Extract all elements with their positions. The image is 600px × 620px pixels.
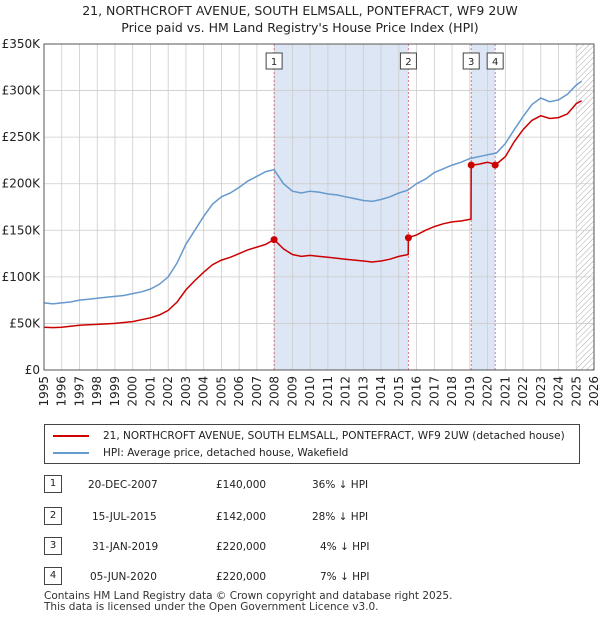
x-tick-label: 2008	[268, 376, 282, 407]
price-chart: 1 2 3 4 £0 £50K £100K £150K £200K £250K £300K £350…	[2, 37, 600, 407]
transaction-number: 4	[44, 567, 62, 585]
x-tick-label: 1995	[37, 376, 51, 407]
y-tick-label: £50K	[9, 316, 41, 330]
x-tick-label: 1998	[90, 376, 104, 407]
y-tick-label: £250K	[2, 130, 42, 144]
shaded-period	[274, 44, 409, 370]
marker-label-box	[462, 52, 480, 70]
x-tick-label: 2020	[481, 376, 495, 407]
x-tick-label: 2018	[445, 376, 459, 407]
legend-swatch-hpi	[53, 452, 89, 454]
x-tick-label: 2026	[587, 376, 600, 407]
y-tick-label: £100K	[2, 270, 42, 284]
marker-label-box	[265, 52, 283, 70]
transaction-hpi-diff: 36% ↓ HPI	[312, 479, 369, 491]
x-tick-label: 2024	[552, 376, 566, 407]
x-tick-label: 2003	[179, 376, 193, 407]
x-tick-label: 1996	[55, 376, 69, 407]
marker-label: 3	[468, 57, 474, 68]
x-tick-label: 2012	[339, 376, 353, 407]
chart-subtitle: Price paid vs. HM Land Registry's House …	[121, 20, 479, 35]
footer-copyright: Contains HM Land Registry data © Crown c…	[44, 590, 453, 602]
x-tick-label: 1999	[108, 376, 122, 407]
transaction-number: 1	[44, 475, 62, 493]
legend-label-property: 21, NORTHCROFT AVENUE, SOUTH ELMSALL, PO…	[103, 430, 565, 442]
legend-swatch-property	[53, 435, 89, 437]
forecast-hatch-area	[576, 44, 594, 370]
transaction-number: 3	[44, 537, 62, 555]
sale-point	[404, 234, 412, 242]
marker-label: 1	[271, 57, 277, 68]
sale-point	[270, 236, 278, 244]
y-tick-label: £150K	[2, 223, 42, 237]
sale-point	[467, 161, 475, 169]
x-tick-label: 2009	[285, 376, 299, 407]
marker-label-box	[399, 52, 417, 70]
x-tick-label: 2001	[143, 376, 157, 407]
x-tick-label: 2014	[374, 376, 388, 407]
marker-label: 2	[405, 57, 411, 68]
transaction-row: 4 05-JUN-2020 £220,000 7% ↓ HPI	[44, 567, 574, 589]
x-tick-label: 2021	[498, 376, 512, 407]
y-tick-label: £300K	[2, 84, 42, 98]
transaction-hpi-diff: 4% ↓ HPI	[320, 541, 370, 553]
y-tick-label: £350K	[2, 37, 42, 51]
sale-point	[491, 161, 499, 169]
transaction-price: £140,000	[216, 479, 267, 491]
legend-item-hpi: HPI: Average price, detached house, Wake…	[53, 444, 348, 462]
transaction-row: 3 31-JAN-2019 £220,000 4% ↓ HPI	[44, 537, 574, 559]
transaction-row: 1 20-DEC-2007 £140,000 36% ↓ HPI	[44, 475, 574, 497]
transaction-number: 2	[44, 507, 62, 525]
transaction-hpi-diff: 28% ↓ HPI	[312, 511, 369, 523]
transaction-date: 31-JAN-2019	[92, 541, 159, 553]
transaction-date: 05-JUN-2020	[90, 571, 157, 583]
x-tick-label: 2022	[516, 376, 530, 407]
transaction-price: £142,000	[216, 511, 267, 523]
transaction-price: £220,000	[216, 541, 267, 553]
y-tick-label: £200K	[2, 177, 42, 191]
y-tick-label: £0	[25, 363, 40, 377]
footer-licence: This data is licensed under the Open Gov…	[44, 601, 379, 613]
x-tick-label: 2013	[356, 376, 370, 407]
legend-label-hpi: HPI: Average price, detached house, Wake…	[103, 447, 349, 459]
x-tick-label: 2005	[214, 376, 228, 407]
transaction-price: £220,000	[216, 571, 267, 583]
marker-label: 4	[492, 57, 498, 68]
plot-frame	[43, 43, 595, 371]
x-tick-label: 2000	[126, 376, 140, 407]
x-tick-label: 2004	[197, 376, 211, 407]
x-tick-label: 2017	[427, 376, 441, 407]
shaded-period	[471, 44, 496, 370]
transaction-hpi-diff: 7% ↓ HPI	[320, 571, 370, 583]
x-tick-label: 2002	[161, 376, 175, 407]
x-tick-label: 2019	[463, 376, 477, 407]
transaction-row: 2 15-JUL-2015 £142,000 28% ↓ HPI	[44, 507, 574, 529]
legend-item-property: 21, NORTHCROFT AVENUE, SOUTH ELMSALL, PO…	[53, 427, 565, 445]
x-tick-label: 2025	[569, 376, 583, 407]
x-tick-label: 2016	[410, 376, 424, 407]
x-tick-label: 2015	[392, 376, 406, 407]
x-tick-label: 2010	[303, 376, 317, 407]
chart-legend: 21, NORTHCROFT AVENUE, SOUTH ELMSALL, PO…	[44, 424, 580, 464]
x-tick-label: 2006	[232, 376, 246, 407]
x-tick-label: 2011	[321, 376, 335, 407]
x-tick-label: 1997	[72, 376, 86, 407]
marker-label-box	[486, 52, 504, 70]
x-tick-label: 2007	[250, 376, 264, 407]
transaction-date: 20-DEC-2007	[88, 479, 158, 491]
x-tick-label: 2023	[534, 376, 548, 407]
transaction-date: 15-JUL-2015	[92, 511, 157, 523]
hpi-series-line	[43, 80, 583, 305]
chart-title: 21, NORTHCROFT AVENUE, SOUTH ELMSALL, PO…	[82, 3, 518, 18]
